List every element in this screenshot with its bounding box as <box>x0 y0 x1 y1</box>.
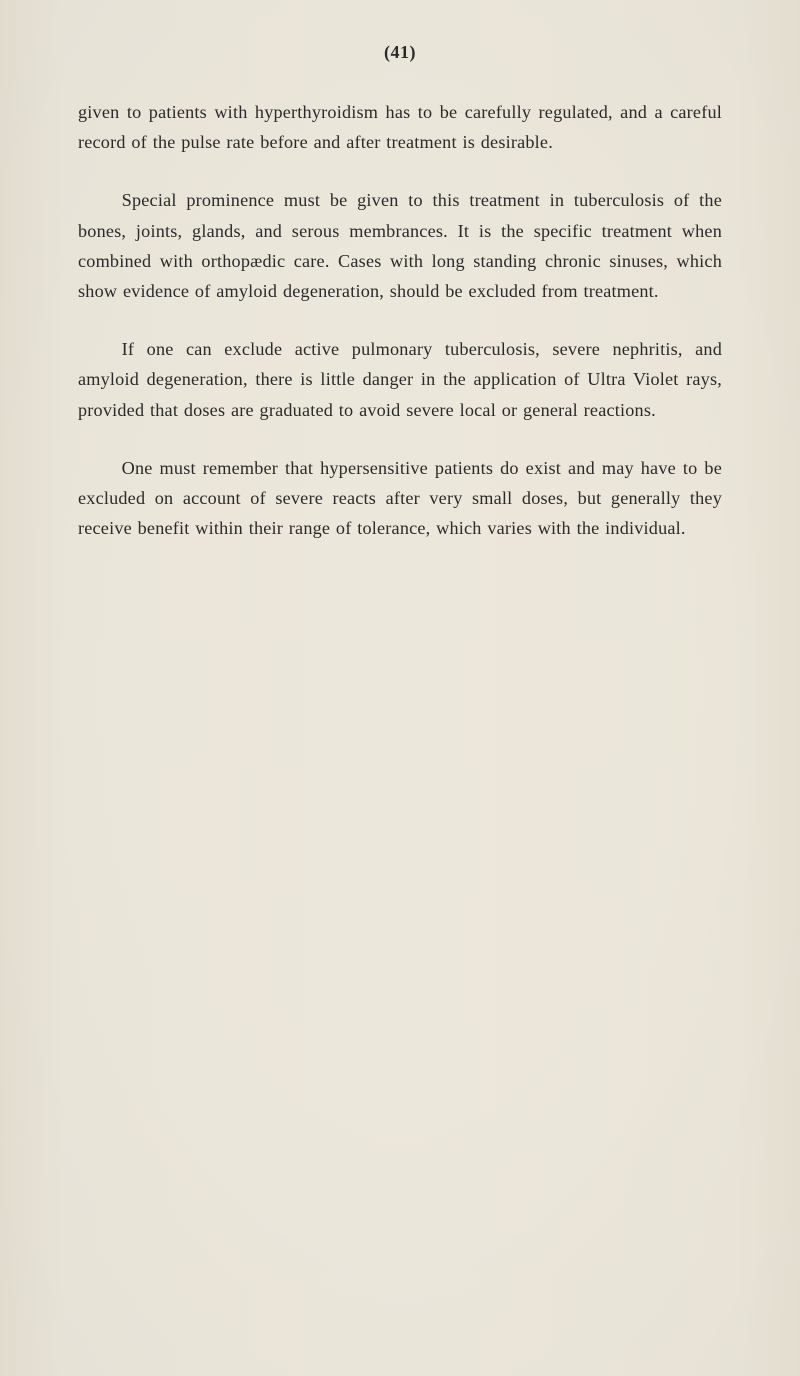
document-page: (41) given to patients with hyperthyroid… <box>0 0 800 1376</box>
page-number: (41) <box>78 42 722 63</box>
body-paragraph: One must remember that hypersensitive pa… <box>78 453 722 544</box>
body-paragraph: Special prominence must be given to this… <box>78 185 722 306</box>
body-paragraph: If one can exclude active pulmonary tube… <box>78 334 722 425</box>
body-paragraph: given to patients with hyperthyroidism h… <box>78 97 722 157</box>
